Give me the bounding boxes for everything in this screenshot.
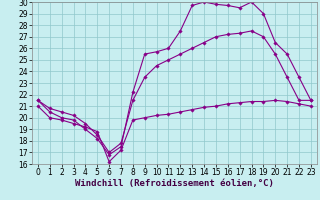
X-axis label: Windchill (Refroidissement éolien,°C): Windchill (Refroidissement éolien,°C) — [75, 179, 274, 188]
